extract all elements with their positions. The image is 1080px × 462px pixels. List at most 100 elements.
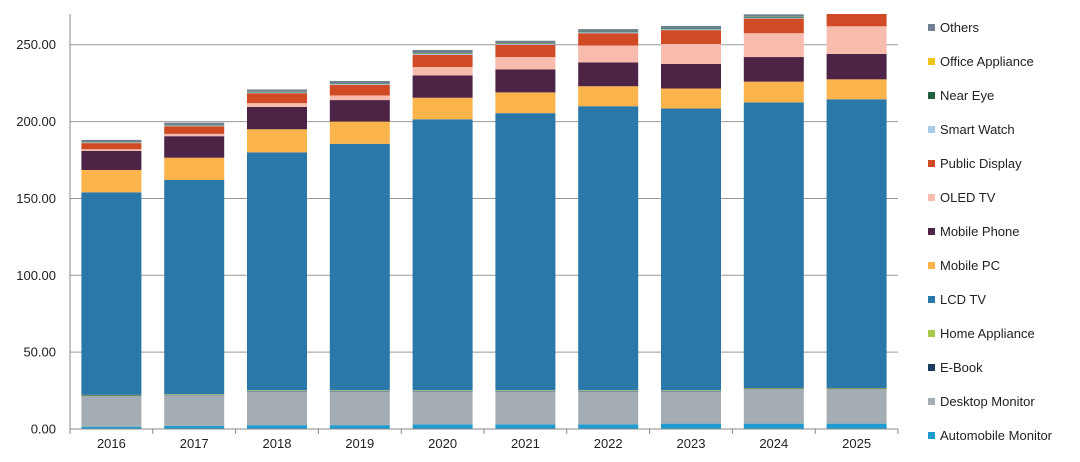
- bar-segment-lcd-tv: [81, 192, 142, 395]
- legend-label: LCD TV: [940, 292, 986, 307]
- bar-segment-automobile-monitor: [661, 423, 721, 429]
- bar-segment-public-display: [164, 126, 225, 134]
- bar-segment-public-display: [578, 33, 639, 46]
- bar-segment-near-eye: [578, 31, 639, 33]
- bar-segment-near-eye: [495, 43, 556, 44]
- legend-label: Mobile Phone: [940, 224, 1020, 239]
- bar-segment-automobile-monitor: [329, 425, 390, 429]
- legend-item: Mobile Phone: [928, 224, 1020, 239]
- legend-swatch: [928, 296, 935, 303]
- legend-swatch: [928, 126, 935, 133]
- bar-segment-automobile-monitor: [495, 424, 556, 429]
- bar-segment-lcd-tv: [826, 99, 887, 388]
- bar-segment-others: [578, 29, 639, 32]
- bar-segment-desktop-monitor: [247, 391, 307, 426]
- legend-item: Office Appliance: [928, 54, 1034, 69]
- bar-segment-oled-tv: [164, 133, 225, 137]
- bar-segment-mobile-phone: [826, 53, 887, 80]
- bar-segment-lcd-tv: [329, 143, 390, 391]
- legend-label: Smart Watch: [940, 122, 1015, 137]
- bar-segment-automobile-monitor: [826, 423, 887, 429]
- bar-segment-smart-watch: [743, 17, 804, 19]
- bar-segment-public-display: [329, 84, 390, 96]
- bar-segment-desktop-monitor: [661, 391, 721, 424]
- bar-segment-home-appliance: [247, 390, 307, 391]
- legend-item: Mobile PC: [928, 258, 1000, 273]
- bar-segment-mobile-pc: [743, 81, 804, 103]
- legend-item: Smart Watch: [928, 122, 1015, 137]
- bar-segment-home-appliance: [81, 394, 142, 396]
- bar-segment-automobile-monitor: [247, 425, 307, 429]
- legend-swatch: [928, 262, 935, 269]
- bars: [81, 14, 887, 429]
- bar-segment-mobile-phone: [578, 62, 639, 87]
- bar-segment-oled-tv: [743, 33, 804, 58]
- bar-stack-2025: [826, 14, 887, 429]
- legend-item: LCD TV: [928, 292, 986, 307]
- legend-label: Near Eye: [940, 88, 994, 103]
- legend-label: E-Book: [940, 360, 983, 375]
- bar-segment-lcd-tv: [661, 108, 721, 391]
- bar-segment-oled-tv: [578, 45, 639, 63]
- bar-segment-home-appliance: [164, 394, 225, 395]
- legend-swatch: [928, 398, 935, 405]
- bar-segment-others: [329, 81, 390, 84]
- bar-segment-others: [661, 25, 721, 29]
- y-tick-label: 50.00: [23, 345, 56, 360]
- legend-item: Near Eye: [928, 88, 994, 103]
- legend-item: E-Book: [928, 360, 983, 375]
- bar-segment-near-eye: [412, 53, 473, 54]
- legend-swatch: [928, 58, 935, 65]
- bar-segment-automobile-monitor: [164, 425, 225, 429]
- bar-segment-mobile-phone: [495, 69, 556, 93]
- bar-stack-2017: [164, 122, 225, 429]
- bar-segment-home-appliance: [743, 387, 804, 389]
- legend-label: Automobile Monitor: [940, 428, 1053, 443]
- bar-segment-mobile-phone: [81, 150, 142, 171]
- bar-segment-desktop-monitor: [164, 395, 225, 426]
- bar-stack-2020: [412, 49, 473, 429]
- bar-segment-oled-tv: [81, 149, 142, 151]
- bar-segment-public-display: [826, 14, 887, 27]
- legend-swatch: [928, 92, 935, 99]
- bar-segment-mobile-phone: [164, 136, 225, 158]
- bar-segment-oled-tv: [495, 57, 556, 70]
- legend-label: Public Display: [940, 156, 1022, 171]
- bar-segment-mobile-pc: [329, 121, 390, 144]
- bar-segment-smart-watch: [329, 83, 390, 85]
- bar-segment-automobile-monitor: [412, 424, 473, 429]
- bar-segment-mobile-pc: [164, 157, 225, 180]
- bar-segment-automobile-monitor: [743, 423, 804, 429]
- bar-segment-home-appliance: [578, 390, 639, 391]
- legend-item: Others: [928, 20, 980, 35]
- bar-segment-public-display: [247, 93, 307, 104]
- x-tick-label: 2019: [345, 436, 374, 451]
- bar-segment-public-display: [81, 143, 142, 150]
- bar-segment-mobile-pc: [412, 97, 473, 120]
- bar-segment-others: [412, 49, 473, 54]
- bar-segment-smart-watch: [164, 125, 225, 127]
- legend-swatch: [928, 228, 935, 235]
- legend-swatch: [928, 330, 935, 337]
- y-tick-label: 0.00: [31, 422, 56, 437]
- legend-label: Others: [940, 20, 980, 35]
- bar-segment-smart-watch: [247, 92, 307, 94]
- bar-segment-lcd-tv: [578, 106, 639, 391]
- bar-segment-desktop-monitor: [826, 389, 887, 424]
- bar-segment-others: [247, 89, 307, 92]
- legend-swatch: [928, 432, 935, 439]
- bar-segment-desktop-monitor: [412, 391, 473, 425]
- x-tick-label: 2020: [428, 436, 457, 451]
- legend-swatch: [928, 194, 935, 201]
- axes: [69, 14, 899, 434]
- y-tick-label: 250.00: [16, 37, 56, 52]
- bar-segment-desktop-monitor: [329, 391, 390, 426]
- y-tick-labels: 0.00 50.00 100.00 150.00 200.00 250.00: [16, 37, 56, 436]
- bar-segment-mobile-pc: [247, 129, 307, 153]
- bar-segment-mobile-phone: [412, 75, 473, 98]
- bar-segment-mobile-pc: [495, 92, 556, 114]
- x-tick-label: 2016: [97, 436, 126, 451]
- bar-stack-2021: [495, 40, 556, 429]
- legend-label: Office Appliance: [940, 54, 1034, 69]
- bar-stack-2023: [661, 25, 721, 429]
